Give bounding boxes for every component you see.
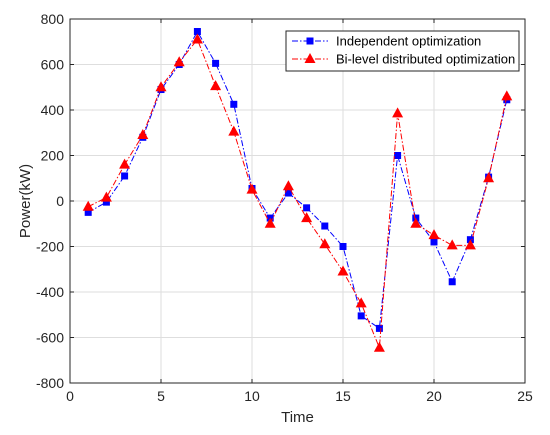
data-point [119, 158, 131, 169]
y-tick-label: -200 [36, 239, 64, 255]
data-point [357, 312, 365, 320]
data-point [319, 238, 331, 249]
data-point [392, 107, 404, 118]
legend-marker [306, 37, 314, 45]
x-tick-label: 10 [244, 388, 260, 404]
data-point [339, 243, 347, 250]
data-point [137, 129, 149, 140]
x-tick-label: 20 [426, 388, 442, 404]
y-tick-label: -800 [36, 375, 64, 391]
legend-entry: Independent optimization [292, 34, 481, 49]
data-point [284, 189, 292, 197]
data-point [82, 200, 94, 211]
data-point [337, 265, 349, 276]
series-line [87, 38, 508, 348]
data-point [246, 183, 258, 194]
data-point [446, 239, 458, 250]
y-tick-label: 400 [41, 102, 65, 118]
data-point [448, 278, 456, 286]
data-point [375, 324, 383, 332]
data-point [483, 172, 495, 183]
data-point [230, 100, 238, 108]
series-layer [82, 28, 513, 352]
y-tick-label: -400 [36, 284, 64, 300]
data-point [100, 191, 112, 202]
data-point [228, 125, 240, 136]
data-point [301, 212, 313, 223]
y-axis-label: Power(kW) [17, 164, 34, 238]
series-1 [84, 28, 511, 332]
data-point [102, 198, 110, 206]
data-point [193, 28, 201, 36]
y-tick-label: 800 [41, 11, 65, 27]
series-2 [82, 33, 513, 352]
y-tick-label: 0 [56, 193, 64, 209]
data-point [212, 59, 220, 67]
legend-box [285, 30, 520, 72]
y-tick-label: 200 [41, 148, 65, 164]
data-point [210, 80, 222, 91]
legend-label: Independent optimization [336, 34, 481, 49]
data-point [464, 239, 476, 250]
x-tick-label: 25 [517, 388, 533, 404]
data-point [282, 180, 294, 191]
data-point [321, 222, 329, 230]
x-tick-label: 5 [157, 388, 165, 404]
y-tick-label: -600 [36, 330, 64, 346]
data-point [430, 238, 438, 246]
x-tick-label: 0 [66, 388, 74, 404]
data-point [394, 152, 402, 159]
legend-entry: Bi-level distributed optimization [292, 52, 515, 67]
data-point [191, 33, 203, 44]
data-point [264, 217, 276, 228]
data-point [121, 172, 129, 180]
data-point [355, 297, 367, 308]
data-point [410, 217, 422, 228]
data-point [303, 204, 311, 212]
data-point [428, 229, 440, 240]
axis-ticks: 0 5 10 15 20 25 -800 -600 -400 -200 0 200 400 600 800 [36, 11, 533, 404]
data-point [155, 81, 167, 92]
x-axis-label: Time [281, 409, 314, 426]
data-point [373, 341, 385, 352]
legend-label: Bi-level distributed optimization [336, 52, 515, 67]
grid [70, 19, 525, 383]
y-tick-label: 600 [41, 57, 65, 73]
series-line [87, 30, 508, 330]
data-point [84, 208, 92, 216]
legend: Independent optimization Bi-level distrib… [285, 30, 520, 72]
legend-marker [304, 53, 316, 63]
data-point [501, 90, 513, 101]
x-tick-label: 15 [335, 388, 351, 404]
data-point [173, 56, 185, 67]
